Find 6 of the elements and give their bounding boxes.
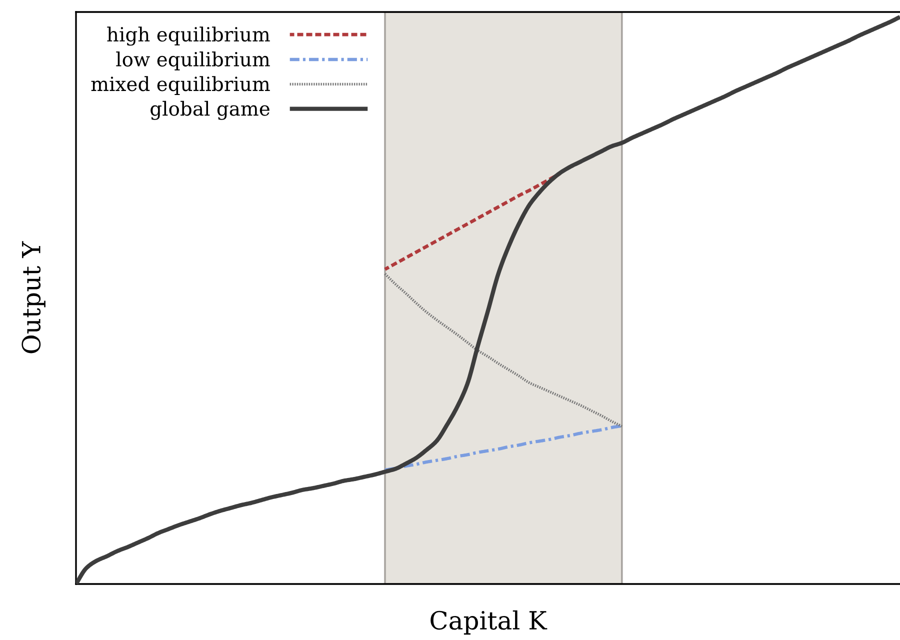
legend-label: high equilibrium (107, 26, 270, 46)
legend-label: low equilibrium (116, 52, 270, 70)
x-axis-title: Capital K (430, 610, 548, 635)
legend-label: mixed equilibrium (91, 76, 270, 95)
y-axis-title: Output Y (22, 241, 46, 354)
legend-label: global game (150, 100, 270, 120)
